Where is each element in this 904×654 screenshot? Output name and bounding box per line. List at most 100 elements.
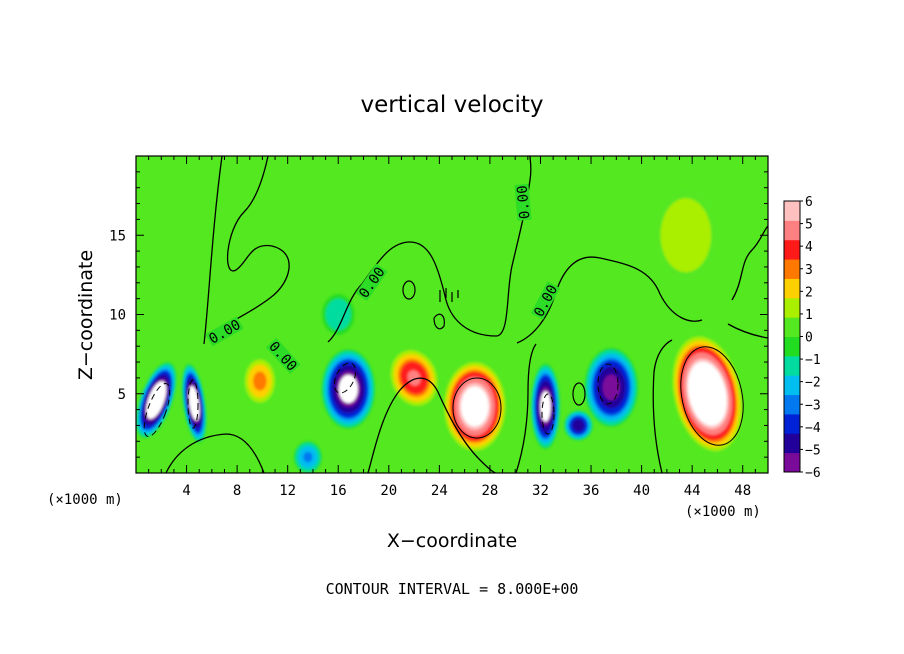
velocity-cell: [181, 363, 207, 443]
y-tick-label: 5: [118, 387, 126, 403]
zero-contour: [439, 288, 459, 302]
colorbar-tick-label: −4: [805, 421, 821, 436]
zero-contour: [572, 382, 586, 406]
velocity-level: [605, 378, 618, 397]
x-tick-label: 44: [684, 483, 701, 499]
colorbar-swatch: [784, 355, 800, 376]
contour-interval-note: CONTOUR INTERVAL = 8.000E+00: [326, 580, 579, 598]
zero-contour: [203, 156, 223, 345]
y-tick-label: 15: [109, 228, 126, 244]
colorbar-ticks: 6 5 4 3 2 1 0 −1 −2 −3 −4 −5 −6: [800, 195, 821, 481]
x-unit-left: (×1000 m): [47, 492, 123, 508]
velocity-cell: [443, 360, 507, 453]
colorbar-swatch: [784, 413, 800, 434]
colorbar-swatch: [784, 201, 800, 221]
velocity-cell: [389, 348, 439, 408]
colorbar-tick-label: −5: [805, 443, 821, 458]
velocity-level: [191, 394, 197, 412]
velocity-cell: [321, 349, 376, 429]
velocity-level: [407, 370, 421, 386]
contour-lines: [143, 156, 768, 473]
velocity-cell: [136, 362, 177, 438]
velocity-cell: [243, 357, 277, 405]
colorbar-swatch: [784, 336, 800, 357]
colorbar-tick-label: −6: [805, 466, 821, 481]
negative-contour: [597, 363, 619, 405]
zero-contour: [165, 433, 265, 473]
colorbar-tick-label: 4: [805, 240, 813, 255]
colorbar-tick-label: 0: [805, 331, 813, 346]
negative-contour: [541, 393, 555, 435]
velocity-level: [700, 382, 715, 406]
y-tick-label: 10: [109, 308, 126, 324]
colorbar-swatch: [784, 239, 800, 260]
zero-contour: [402, 280, 416, 300]
velocity-level: [542, 397, 549, 416]
colorbar-swatch: [784, 394, 800, 415]
colorbar: [783, 200, 801, 473]
chart-title: vertical velocity: [361, 92, 544, 118]
colorbar-swatch: [784, 278, 800, 299]
colorbar-swatch: [784, 375, 800, 396]
x-tick-label: 28: [481, 483, 498, 499]
zero-contour: [727, 323, 768, 339]
colorbar-swatch: [784, 220, 800, 241]
x-tick-label: 24: [431, 483, 448, 499]
velocity-level: [152, 392, 161, 408]
colorbar-swatch: [784, 297, 800, 318]
x-tick-label: 48: [734, 483, 751, 499]
x-tick-label: 4: [182, 483, 190, 499]
velocity-level: [670, 212, 702, 258]
colorbar-swatch: [784, 452, 800, 473]
positive-contour: [452, 377, 502, 439]
velocity-level: [574, 421, 583, 430]
zero-contour: [652, 339, 673, 473]
velocity-cell: [530, 363, 561, 450]
x-tick-label: 32: [532, 483, 549, 499]
velocity-cell: [293, 441, 322, 473]
colorbar-tick-label: −1: [805, 353, 821, 368]
x-axis-label: X−coordinate: [387, 530, 517, 552]
velocity-cell: [671, 334, 744, 453]
zero-contour: [515, 343, 537, 473]
negative-contour: [333, 362, 357, 394]
velocity-cell: [584, 347, 638, 427]
x-tick-label: 12: [279, 483, 296, 499]
velocity-level: [468, 396, 482, 417]
velocity-cell: [563, 410, 593, 441]
x-tick-label: 8: [233, 483, 241, 499]
colorbar-tick-label: −2: [805, 376, 821, 391]
contour-label: 0.00: [515, 185, 534, 220]
colorbar-tick-label: 2: [805, 285, 813, 300]
zero-contour: [367, 377, 497, 473]
zero-contour: [433, 313, 445, 330]
colorbar-tick-label: 3: [805, 263, 813, 278]
x-tick-label: 16: [330, 483, 347, 499]
zero-contour: [731, 225, 768, 301]
y-axis-label: Z−coordinate: [75, 250, 97, 380]
x-tick-label: 20: [380, 483, 397, 499]
velocity-cell: [322, 294, 355, 335]
y-axis: 5 10 15: [109, 171, 768, 458]
colorbar-swatch: [784, 259, 800, 279]
positive-contour: [680, 346, 744, 446]
velocity-level: [254, 373, 266, 389]
colorbar-tick-label: 5: [805, 218, 813, 233]
velocity-field: [136, 156, 768, 473]
velocity-level: [303, 451, 313, 463]
colorbar-swatch: [784, 433, 800, 454]
zero-contour: [516, 256, 703, 344]
x-tick-label: 40: [633, 483, 650, 499]
colorbar-tick-label: 6: [805, 195, 813, 210]
negative-contour: [187, 379, 199, 429]
zero-contour: [210, 156, 290, 343]
x-unit-right: (×1000 m): [685, 504, 761, 520]
x-axis: 4 8 12 16 20 24 28 32 36 40 44 48: [148, 156, 756, 499]
colorbar-swatch: [784, 317, 800, 337]
x-tick-label: 36: [583, 483, 600, 499]
colorbar-tick-label: 1: [805, 308, 813, 323]
velocity-cell: [653, 188, 719, 283]
colorbar-tick-label: −3: [805, 398, 821, 413]
negative-contour: [143, 383, 171, 437]
